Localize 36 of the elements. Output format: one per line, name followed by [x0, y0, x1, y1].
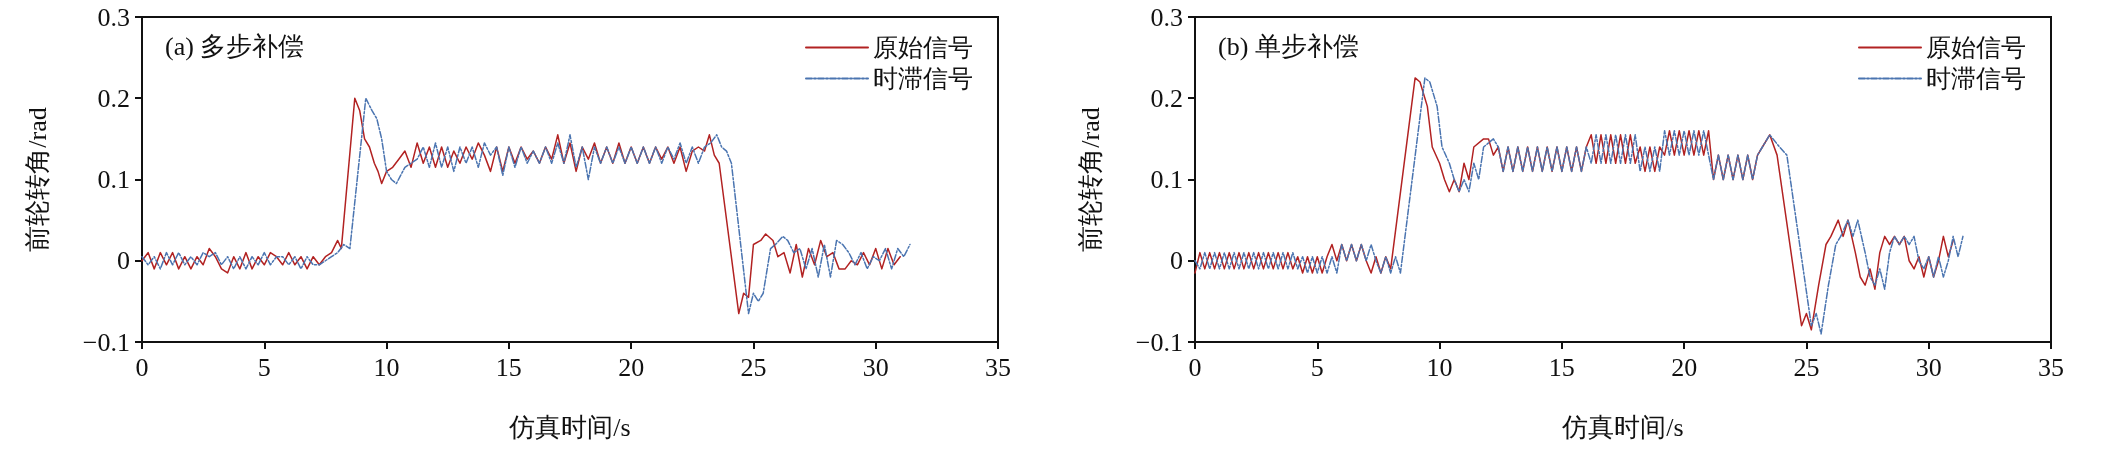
text: (a) 多步补偿 [165, 31, 305, 61]
x-tick-label: 0 [135, 352, 149, 382]
x-tick-label: 25 [1793, 352, 1820, 382]
y-tick-label: 0.2 [1150, 83, 1183, 113]
y-tick-label: 0 [1170, 246, 1183, 276]
y-tick-label: 0.1 [1150, 165, 1183, 194]
y-axis-title: 前轮转角/rad [22, 107, 52, 252]
x-tick-label: 35 [985, 352, 1011, 382]
legend-label: 时滞信号 [873, 65, 973, 92]
x-tick-label: 25 [740, 352, 767, 382]
y-tick-label: 0 [117, 246, 130, 276]
x-tick-label: 5 [257, 352, 271, 382]
x-tick-label: 20 [1671, 352, 1698, 382]
legend-label: 时滞信号 [1926, 65, 2026, 92]
x-tick-label: 15 [1548, 352, 1575, 382]
x-tick-label: 15 [495, 352, 522, 382]
x-tick-label: 30 [1915, 352, 1942, 382]
y-tick-label: −0.1 [1135, 327, 1183, 357]
x-tick-label: 20 [618, 352, 645, 382]
x-tick-label: 35 [2038, 352, 2064, 382]
x-tick-label: 10 [1426, 352, 1453, 382]
y-tick-label: 0.3 [1150, 2, 1183, 32]
x-axis-title: 仿真时间/s [508, 412, 631, 442]
x-tick-label: 5 [1310, 352, 1324, 382]
x-tick-label: 0 [1188, 352, 1202, 382]
x-axis-title: 仿真时间/s [1561, 412, 1684, 442]
legend-label: 原始信号 [873, 34, 973, 61]
x-tick-label: 10 [373, 352, 400, 382]
y-axis-title: 前轮转角/rad [1075, 107, 1105, 252]
legend-label: 原始信号 [1926, 34, 2026, 61]
y-tick-label: 0.1 [97, 165, 130, 194]
y-tick-label: 0.2 [97, 83, 130, 113]
text: (b) 单步补偿 [1218, 31, 1359, 61]
y-tick-label: 0.3 [97, 2, 130, 32]
y-tick-label: −0.1 [82, 327, 130, 357]
x-tick-label: 30 [862, 352, 889, 382]
